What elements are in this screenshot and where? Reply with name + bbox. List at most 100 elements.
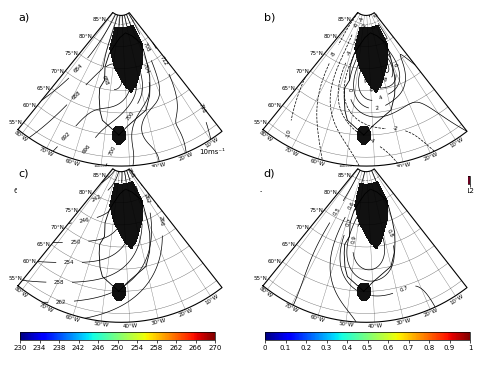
Text: 50°W: 50°W — [93, 321, 108, 328]
Text: 65°N: 65°N — [36, 86, 51, 91]
Text: -2: -2 — [362, 22, 368, 28]
Text: 712: 712 — [158, 55, 168, 67]
Text: a): a) — [18, 13, 30, 23]
Text: 4: 4 — [378, 95, 383, 101]
Text: 65°N: 65°N — [282, 242, 296, 247]
Text: -10: -10 — [286, 129, 292, 138]
PathPatch shape — [240, 145, 490, 346]
Text: 20°W: 20°W — [178, 151, 194, 162]
Text: c): c) — [18, 169, 29, 179]
Text: 254: 254 — [64, 260, 74, 265]
Text: 85°N: 85°N — [92, 17, 106, 22]
Text: 40°W: 40°W — [122, 167, 138, 173]
Text: 60°N: 60°N — [22, 259, 36, 264]
Text: 2: 2 — [370, 13, 376, 18]
PathPatch shape — [0, 145, 246, 346]
Text: 80°W: 80°W — [258, 286, 274, 299]
Text: 30°W: 30°W — [150, 161, 166, 170]
Text: 262: 262 — [56, 299, 66, 305]
Text: 10°W: 10°W — [449, 293, 464, 305]
Text: 50°W: 50°W — [93, 165, 108, 172]
Text: 60°N: 60°N — [22, 103, 36, 108]
Text: 30°W: 30°W — [396, 318, 411, 326]
Text: 75°N: 75°N — [64, 51, 78, 56]
Text: 6: 6 — [368, 87, 373, 93]
Text: 80°W: 80°W — [14, 286, 28, 299]
Text: 0: 0 — [346, 88, 352, 92]
Text: 80°N: 80°N — [324, 34, 338, 39]
Text: 6: 6 — [391, 62, 397, 68]
Text: 0.7: 0.7 — [399, 285, 409, 293]
Text: 55°N: 55°N — [254, 276, 268, 281]
Text: 684: 684 — [73, 63, 84, 74]
Text: 60°N: 60°N — [268, 259, 281, 264]
Text: -4: -4 — [368, 138, 375, 145]
Text: 696: 696 — [82, 143, 92, 154]
Text: 0: 0 — [368, 25, 374, 28]
Text: 75°N: 75°N — [310, 51, 324, 56]
Text: -8: -8 — [330, 50, 338, 57]
Text: b): b) — [264, 13, 275, 23]
Text: 8: 8 — [382, 77, 386, 83]
Text: 242: 242 — [91, 193, 103, 203]
Text: 60°W: 60°W — [310, 158, 326, 167]
Text: 40°W: 40°W — [122, 323, 138, 329]
Text: 20°W: 20°W — [178, 308, 194, 318]
PathPatch shape — [240, 0, 490, 190]
Text: 266: 266 — [158, 216, 164, 227]
Text: 70°N: 70°N — [296, 68, 310, 74]
Text: 55°N: 55°N — [9, 120, 22, 125]
Text: 70°W: 70°W — [38, 146, 54, 157]
Text: 70°W: 70°W — [282, 302, 298, 314]
Text: 20°W: 20°W — [423, 308, 439, 318]
Text: 60°W: 60°W — [64, 158, 80, 167]
Text: 0.6: 0.6 — [347, 201, 356, 211]
Text: 70°W: 70°W — [38, 302, 54, 314]
Text: 70°N: 70°N — [50, 225, 64, 230]
Text: d): d) — [264, 169, 275, 179]
Text: 40°W: 40°W — [367, 167, 382, 173]
Text: 0.8: 0.8 — [386, 228, 394, 238]
Text: 688: 688 — [71, 89, 82, 100]
Text: 0.5: 0.5 — [332, 207, 341, 217]
Text: 85°N: 85°N — [338, 173, 351, 178]
Text: 10°W: 10°W — [204, 137, 220, 149]
Text: 65°N: 65°N — [282, 86, 296, 91]
Text: 65°N: 65°N — [36, 242, 51, 247]
Text: 70°N: 70°N — [50, 68, 64, 74]
Text: -6: -6 — [352, 21, 360, 28]
Text: 258: 258 — [54, 280, 64, 285]
Text: 2: 2 — [375, 106, 380, 111]
Text: 80°N: 80°N — [78, 34, 92, 39]
Text: 708: 708 — [142, 41, 150, 53]
Text: -4: -4 — [359, 16, 366, 22]
Text: 716: 716 — [197, 103, 206, 115]
Text: 10ms⁻¹: 10ms⁻¹ — [200, 149, 226, 155]
Text: 75°N: 75°N — [310, 208, 324, 212]
Text: 0.9: 0.9 — [350, 234, 357, 244]
Text: 30°W: 30°W — [396, 161, 411, 170]
Text: 20°W: 20°W — [423, 151, 439, 162]
Text: 700: 700 — [125, 110, 135, 121]
Text: 85°N: 85°N — [92, 173, 106, 178]
Text: 70°W: 70°W — [282, 146, 298, 157]
Text: 10°W: 10°W — [204, 293, 220, 305]
Text: 50°W: 50°W — [338, 321, 353, 328]
Text: 40°W: 40°W — [367, 323, 382, 329]
Text: 60°N: 60°N — [268, 103, 281, 108]
Text: 55°N: 55°N — [254, 120, 268, 125]
Text: 80°N: 80°N — [78, 190, 92, 195]
Text: 250: 250 — [70, 239, 81, 245]
Text: 85°N: 85°N — [338, 17, 351, 22]
PathPatch shape — [0, 0, 246, 190]
Text: -2: -2 — [393, 126, 398, 132]
Text: 80°N: 80°N — [324, 190, 338, 195]
Text: 60°W: 60°W — [310, 314, 326, 324]
Text: 50°W: 50°W — [338, 165, 353, 172]
Text: 0.7: 0.7 — [345, 218, 353, 228]
Text: -4: -4 — [346, 49, 354, 57]
Text: 704: 704 — [142, 62, 150, 74]
Text: 688: 688 — [100, 75, 109, 86]
Text: 246: 246 — [78, 217, 90, 224]
Text: 55°N: 55°N — [9, 276, 22, 281]
